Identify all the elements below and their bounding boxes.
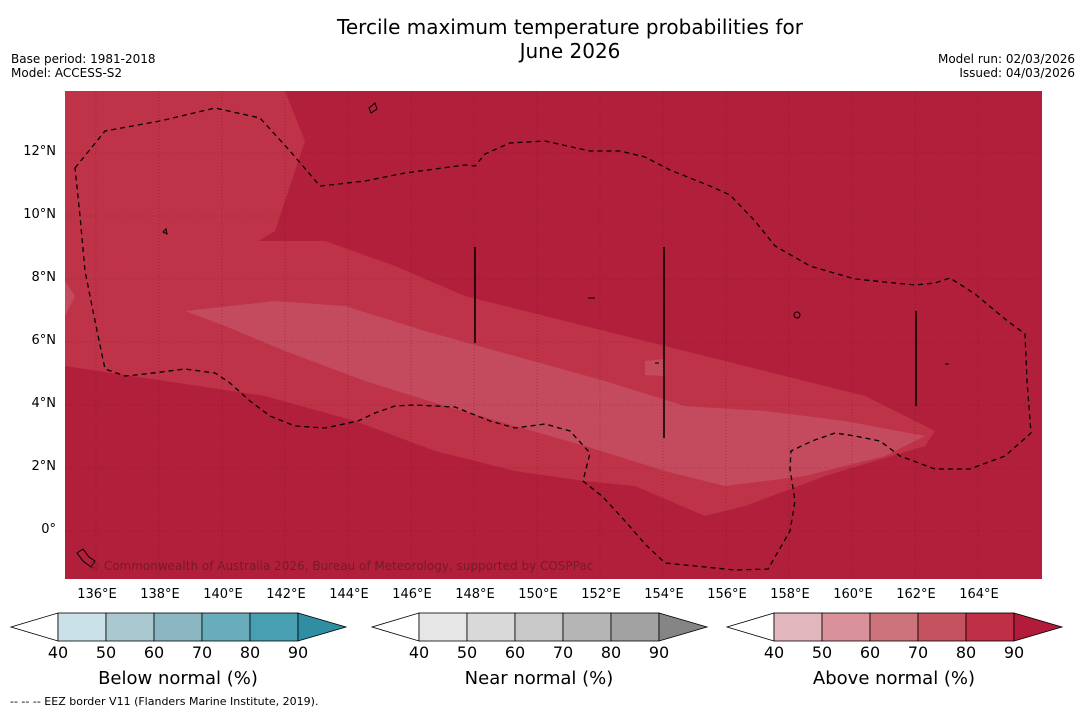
- colorbar-tick-label: 80: [600, 643, 622, 662]
- colorbar-segment: [153, 612, 203, 642]
- lat-tick-label: 4°N: [31, 396, 57, 411]
- colorbar-segment: [965, 612, 1015, 642]
- lon-tick-label: 142°E: [266, 587, 306, 602]
- island-markers: [474, 247, 917, 438]
- colorbar-segment: [773, 612, 823, 642]
- colorbar-tick-label: 40: [47, 643, 69, 662]
- colorbar-segment: [57, 612, 107, 642]
- lon-tick-label: 162°E: [896, 587, 936, 602]
- colorbar-tick-label: 40: [408, 643, 430, 662]
- colorbar-tick-label: 70: [552, 643, 574, 662]
- lon-tick-label: 140°E: [203, 587, 243, 602]
- prob-band-small-patch: [645, 359, 665, 376]
- colorbar-tick-label: 80: [955, 643, 977, 662]
- eez-border-west: [74, 107, 1032, 571]
- colorbar-title: Above normal (%): [812, 668, 976, 689]
- lon-tick-label: 154°E: [644, 587, 684, 602]
- colorbar-tick-label: 60: [143, 643, 165, 662]
- lon-tick-label: 164°E: [959, 587, 999, 602]
- colorbar-segment: [297, 612, 348, 642]
- colorbar-title: Near normal (%): [464, 668, 614, 689]
- colorbar-below-normal: [10, 612, 348, 642]
- colorbar-tick-label: 50: [811, 643, 833, 662]
- lon-tick-label: 156°E: [707, 587, 747, 602]
- colorbar-segment: [821, 612, 871, 642]
- colorbar-tick-label: 60: [859, 643, 881, 662]
- colorbar-segment: [201, 612, 251, 642]
- colorbar-tick-label: 80: [239, 643, 261, 662]
- eez-footnote: -- -- -- EEZ border V11 (Flanders Marine…: [10, 695, 319, 708]
- lon-tick-label: 160°E: [833, 587, 873, 602]
- lat-tick-label: 12°N: [23, 144, 56, 159]
- colorbar-tick-label: 70: [191, 643, 213, 662]
- prob-band-west-edge: [65, 281, 75, 316]
- lat-tick-label: 2°N: [31, 459, 57, 474]
- colorbar-tick-label: 50: [456, 643, 478, 662]
- colorbar-segment: [1013, 612, 1064, 642]
- base-period: Base period: 1981-2018: [11, 52, 156, 66]
- colorbar-segment: [917, 612, 967, 642]
- colorbar-near-normal: [371, 612, 709, 642]
- colorbar-segment: [869, 612, 919, 642]
- lat-tick-label: 0°: [41, 522, 56, 537]
- colorbar-segment: [105, 612, 155, 642]
- colorbar-segment: [562, 612, 612, 642]
- model-run: Model run: 02/03/2026: [937, 52, 1075, 66]
- colorbar-tick-label: 90: [287, 643, 309, 662]
- lon-tick-label: 144°E: [329, 587, 369, 602]
- map-gridlines: [65, 91, 1042, 579]
- lat-tick-label: 8°N: [31, 270, 57, 285]
- islands: [76, 102, 949, 568]
- colorbar-segment: [418, 612, 468, 642]
- colorbar-segment: [10, 612, 59, 642]
- issued-date: Issued: 04/03/2026: [959, 66, 1075, 80]
- colorbar-tick-label: 90: [648, 643, 670, 662]
- colorbar-segment: [466, 612, 516, 642]
- lon-tick-label: 138°E: [140, 587, 180, 602]
- prob-band-60-70: [185, 301, 925, 486]
- colorbar-above-normal: [726, 612, 1064, 642]
- lon-tick-label: 150°E: [518, 587, 558, 602]
- colorbar-title: Below normal (%): [98, 668, 258, 689]
- colorbar-tick-label: 90: [1003, 643, 1025, 662]
- colorbar-segment: [726, 612, 775, 642]
- colorbar-tick-label: 50: [95, 643, 117, 662]
- copyright-text: © Commonwealth of Australia 2026, Bureau…: [88, 559, 593, 573]
- lon-tick-label: 158°E: [770, 587, 810, 602]
- colorbar-tick-label: 40: [763, 643, 785, 662]
- colorbar-segment: [249, 612, 299, 642]
- probability-map: © Commonwealth of Australia 2026, Bureau…: [65, 91, 1042, 579]
- colorbar-tick-label: 70: [907, 643, 929, 662]
- lat-tick-label: 6°N: [31, 333, 57, 348]
- lat-tick-label: 10°N: [23, 207, 56, 222]
- colorbar-segment: [610, 612, 660, 642]
- chart-title-line2: June 2026: [519, 39, 621, 63]
- colorbar-segment: [514, 612, 564, 642]
- model-name: Model: ACCESS-S2: [11, 66, 123, 80]
- lon-tick-label: 148°E: [455, 587, 495, 602]
- colorbar-tick-label: 60: [504, 643, 526, 662]
- lon-tick-label: 146°E: [392, 587, 432, 602]
- colorbar-segment: [371, 612, 420, 642]
- lon-tick-label: 152°E: [581, 587, 621, 602]
- chart-title-line1: Tercile maximum temperature probabilitie…: [337, 15, 803, 39]
- lon-tick-label: 136°E: [77, 587, 117, 602]
- colorbar-segment: [658, 612, 709, 642]
